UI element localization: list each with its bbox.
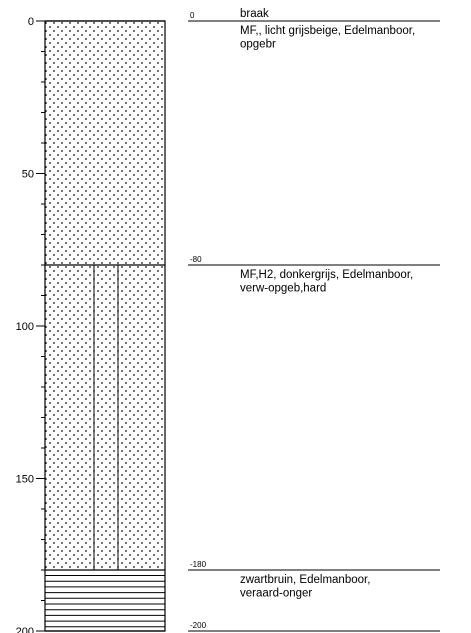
soil-layer (45, 265, 165, 570)
layer-description-line: MF,, licht grijsbeige, Edelmanboor, (240, 25, 415, 37)
layer-description-line: verw-opgeb,hard (240, 283, 326, 295)
layer-description-line: opgebr (240, 39, 276, 51)
sand-dot-pattern (45, 21, 165, 265)
boundary-depth-label: -80 (190, 255, 202, 264)
layer-background (45, 570, 165, 631)
depth-axis: 0 50 100 150 200 (16, 16, 45, 633)
sand-dot-pattern (45, 265, 165, 570)
axis-tick-label: 200 (16, 626, 34, 633)
layer-description-line: braak (240, 8, 269, 20)
boundary-depth-label: 0 (190, 11, 195, 20)
layer-description-line: veraard-onger (240, 588, 312, 600)
boundary-depth-label: -200 (190, 621, 207, 630)
layer-description-line: zwartbruin, Edelmanboor, (240, 574, 370, 586)
layer-description-line: MF,H2, donkergrijs, Edelmanboor, (240, 269, 413, 281)
column-outline (44, 20, 166, 632)
layer-descriptions: 0 -80 -180 -200 braak MF,, licht grijsbeige, … (188, 8, 440, 632)
soil-layer (45, 570, 165, 631)
soil-layer (45, 21, 165, 265)
axis-tick-label: 50 (22, 169, 34, 181)
axis-tick-label: 100 (16, 321, 34, 333)
axis-tick-label: 150 (16, 474, 34, 486)
soil-column (44, 20, 166, 632)
boundary-depth-label: -180 (190, 560, 207, 569)
axis-tick-label: 0 (28, 16, 34, 28)
